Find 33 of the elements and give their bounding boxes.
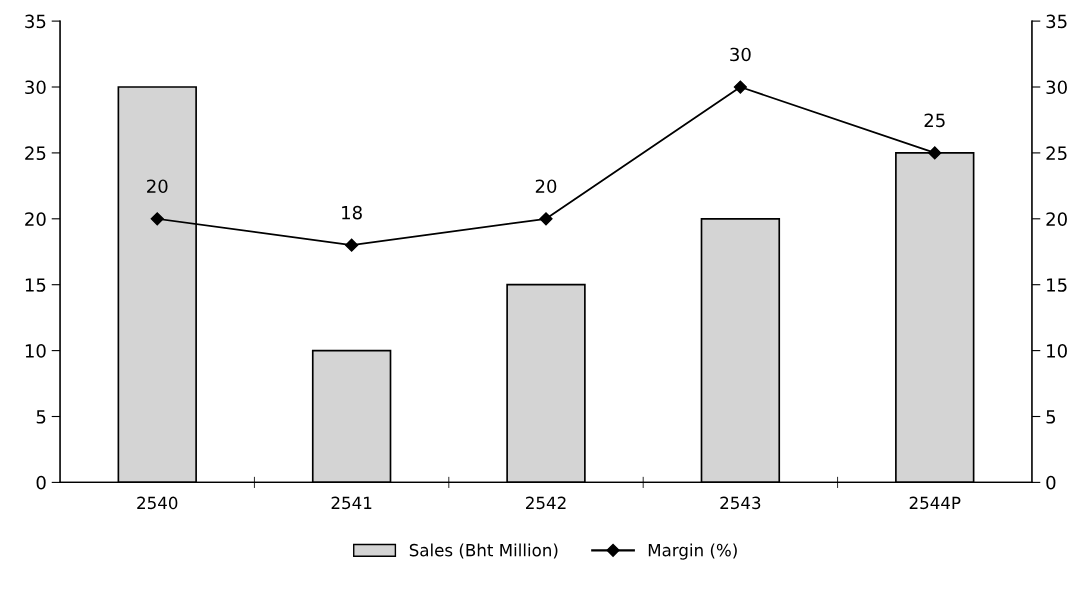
- data-label: 20: [535, 179, 557, 194]
- y-tick-label: 15: [25, 278, 46, 292]
- y-tick-label: 30: [25, 80, 46, 95]
- y2-tick-label: 20: [1046, 212, 1067, 226]
- y2-tick-label: 15: [1047, 278, 1067, 292]
- y2-tick-label: 10: [1047, 344, 1067, 358]
- y-tick-label: 25: [25, 146, 46, 161]
- x-tick-label: 2544P: [909, 496, 961, 510]
- y2-tick-label: 0: [1046, 475, 1056, 490]
- legend-label: Margin (%): [648, 543, 737, 560]
- y2-tick-label: 25: [1046, 146, 1067, 161]
- y-tick-label: 20: [25, 212, 46, 226]
- data-label: 18: [342, 205, 362, 220]
- x-tick-label: 2543: [720, 496, 761, 510]
- y-tick-label: 5: [36, 410, 46, 424]
- point: [150, 212, 164, 226]
- y2-tick-label: 35: [1046, 14, 1067, 29]
- point: [345, 238, 359, 252]
- point: [539, 212, 553, 226]
- data-label: 20: [147, 179, 168, 194]
- y-tick-label: 0: [36, 475, 46, 490]
- x-tick-label: 2541: [331, 496, 372, 510]
- y-tick-label: 10: [25, 344, 46, 358]
- x-tick-label: 2542: [526, 496, 566, 510]
- x-tick-label: 2540: [137, 496, 178, 510]
- data-label: 30: [730, 47, 751, 62]
- y2-tick-label: 30: [1046, 80, 1067, 95]
- legend-label: Sales (Bht Million): [409, 543, 558, 559]
- data-label: 25: [924, 113, 945, 128]
- y-tick-label: 35: [25, 14, 46, 29]
- point: [928, 146, 942, 160]
- y2-tick-label: 5: [1046, 410, 1056, 424]
- point: [733, 80, 747, 94]
